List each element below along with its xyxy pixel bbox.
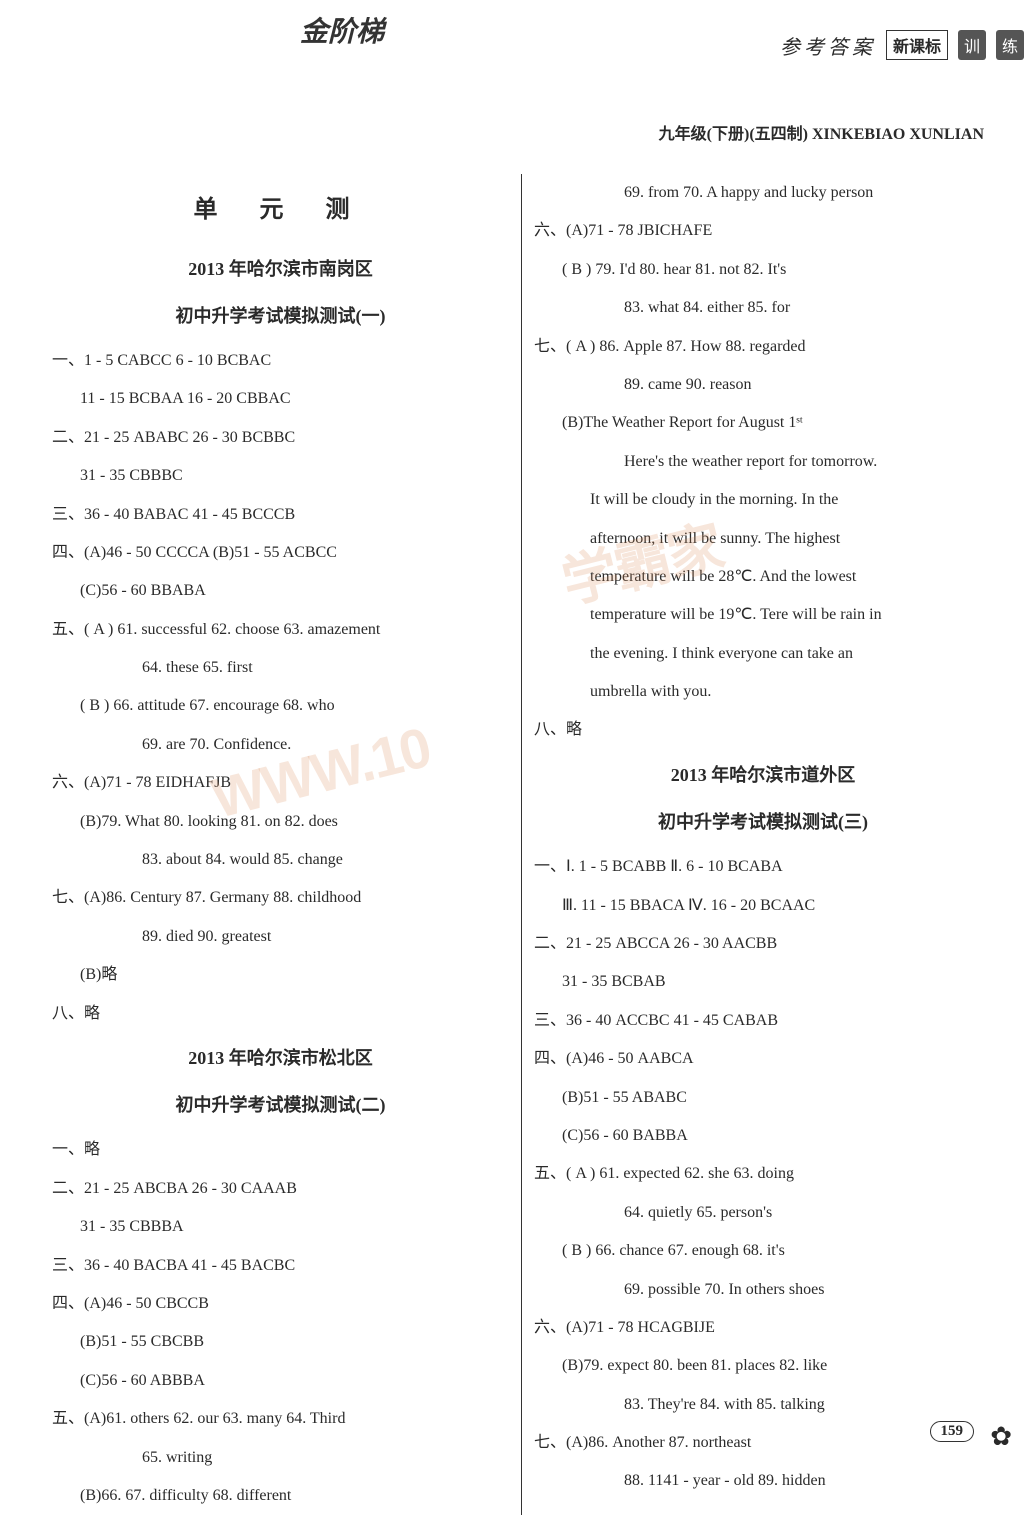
- test2-title1: 2013 年哈尔滨市松北区: [52, 1037, 509, 1080]
- answer-line: 64. quietly 65. person's: [534, 1194, 992, 1232]
- answer-line: 二、21 - 25 ABCCA 26 - 30 AACBB: [534, 925, 992, 963]
- answer-line: 三、36 - 40 ACCBC 41 - 45 CABAB: [534, 1002, 992, 1040]
- right-column: 69. from 70. A happy and lucky person 六、…: [522, 174, 1004, 1515]
- answer-line: 八、略: [534, 711, 992, 749]
- page-number: 159: [930, 1421, 975, 1442]
- answer-line: 七、(A)86. Another 87. northeast: [534, 1424, 992, 1462]
- answer-line: 一、Ⅰ. 1 - 5 BCABB Ⅱ. 6 - 10 BCABA: [534, 848, 992, 886]
- answer-line: 六、(A)71 - 78 HCAGBIJE: [534, 1309, 992, 1347]
- section-title: 单 元 测: [52, 182, 509, 240]
- answer-line: ( B ) 66. chance 67. enough 68. it's: [534, 1232, 992, 1270]
- answer-line: 六、(A)71 - 78 JBICHAFE: [534, 212, 992, 250]
- answer-line: umbrella with you.: [534, 673, 992, 711]
- answer-line: (B)略: [52, 956, 509, 994]
- answer-line: 八、略: [52, 995, 509, 1033]
- logo: 金阶梯: [300, 10, 384, 50]
- answer-line: (B)51 - 55 CBCBB: [52, 1323, 509, 1361]
- ref-answer: 参考答案: [780, 31, 876, 60]
- answer-line: 三、36 - 40 BACBA 41 - 45 BACBC: [52, 1247, 509, 1285]
- answer-line: (B)51 - 55 ABABC: [534, 1079, 992, 1117]
- answer-line: 64. these 65. first: [52, 649, 509, 687]
- answer-line: 七、(A)86. Century 87. Germany 88. childho…: [52, 879, 509, 917]
- test2-title2: 初中升学考试模拟测试(二): [52, 1084, 509, 1127]
- answer-line: (C)56 - 60 BABBA: [534, 1117, 992, 1155]
- answer-line: 一、1 - 5 CABCC 6 - 10 BCBAC: [52, 342, 509, 380]
- test1-title1: 2013 年哈尔滨市南岗区: [52, 248, 509, 291]
- answer-line: 69. are 70. Confidence.: [52, 726, 509, 764]
- answer-line: 69. from 70. A happy and lucky person: [534, 174, 992, 212]
- answer-line: 11 - 15 BCBAA 16 - 20 CBBAC: [52, 380, 509, 418]
- answer-line: 83. what 84. either 85. for: [534, 289, 992, 327]
- answer-line: 89. died 90. greatest: [52, 918, 509, 956]
- answer-line: 四、(A)46 - 50 CBCCB: [52, 1285, 509, 1323]
- answer-line: 一、略: [52, 1131, 509, 1169]
- test3-title2: 初中升学考试模拟测试(三): [534, 801, 992, 844]
- answer-line: (B)79. expect 80. been 81. places 82. li…: [534, 1347, 992, 1385]
- answer-line: 三、36 - 40 BABAC 41 - 45 BCCCB: [52, 496, 509, 534]
- answer-line: ( B ) 66. attitude 67. encourage 68. who: [52, 687, 509, 725]
- answer-line: 五、( A ) 61. expected 62. she 63. doing: [534, 1155, 992, 1193]
- badge-xun: 训: [958, 30, 986, 60]
- answer-line: 二、21 - 25 ABCBA 26 - 30 CAAAB: [52, 1170, 509, 1208]
- answer-line: 二、21 - 25 ABABC 26 - 30 BCBBC: [52, 419, 509, 457]
- answer-line: (C)56 - 60 ABBBA: [52, 1362, 509, 1400]
- answer-line: 69. possible 70. In others shoes: [534, 1271, 992, 1309]
- test1-title2: 初中升学考试模拟测试(一): [52, 295, 509, 338]
- answer-line: afternoon, it will be sunny. The highest: [534, 520, 992, 558]
- left-column: 单 元 测 2013 年哈尔滨市南岗区 初中升学考试模拟测试(一) 一、1 - …: [40, 174, 522, 1515]
- answer-line: (B)The Weather Report for August 1ˢᵗ: [534, 404, 992, 442]
- badge-lian: 练: [996, 30, 1024, 60]
- answer-line: temperature will be 19℃. Tere will be ra…: [534, 596, 992, 634]
- answer-line: (B)79. What 80. looking 81. on 82. does: [52, 803, 509, 841]
- answer-line: 31 - 35 CBBBC: [52, 457, 509, 495]
- main-columns: 单 元 测 2013 年哈尔滨市南岗区 初中升学考试模拟测试(一) 一、1 - …: [40, 174, 1004, 1515]
- answer-line: temperature will be 28℃. And the lowest: [534, 558, 992, 596]
- answer-line: 七、( A ) 86. Apple 87. How 88. regarded: [534, 328, 992, 366]
- answer-line: 83. They're 84. with 85. talking: [534, 1386, 992, 1424]
- subtitle: 九年级(下册)(五四制) XINKEBIAO XUNLIAN: [40, 120, 1004, 144]
- answer-line: 83. about 84. would 85. change: [52, 841, 509, 879]
- answer-line: (B)66. 67. difficulty 68. different: [52, 1477, 509, 1515]
- answer-line: It will be cloudy in the morning. In the: [534, 481, 992, 519]
- answer-line: Ⅲ. 11 - 15 BBACA Ⅳ. 16 - 20 BCAAC: [534, 887, 992, 925]
- answer-line: 65. writing: [52, 1439, 509, 1477]
- answer-line: 四、(A)46 - 50 AABCA: [534, 1040, 992, 1078]
- answer-line: 四、(A)46 - 50 CCCCA (B)51 - 55 ACBCC: [52, 534, 509, 572]
- answer-line: 31 - 35 CBBBA: [52, 1208, 509, 1246]
- test3-title1: 2013 年哈尔滨市道外区: [534, 754, 992, 797]
- answer-line: 88. 1141 - year - old 89. hidden: [534, 1462, 992, 1500]
- answer-line: 五、( A ) 61. successful 62. choose 63. am…: [52, 611, 509, 649]
- answer-line: (C)56 - 60 BBABA: [52, 572, 509, 610]
- answer-line: 五、(A)61. others 62. our 63. many 64. Thi…: [52, 1400, 509, 1438]
- header-right: 参考答案 新课标 训 练: [780, 30, 1024, 60]
- answer-line: Here's the weather report for tomorrow.: [534, 443, 992, 481]
- badge-xinkebiao: 新课标: [886, 30, 948, 60]
- answer-line: ( B ) 79. I'd 80. hear 81. not 82. It's: [534, 251, 992, 289]
- answer-line: 89. came 90. reason: [534, 366, 992, 404]
- answer-line: the evening. I think everyone can take a…: [534, 635, 992, 673]
- answer-line: 六、(A)71 - 78 EIDHAFJB: [52, 764, 509, 802]
- answer-line: 31 - 35 BCBAB: [534, 963, 992, 1001]
- corner-deco-icon: ✿: [990, 1422, 1012, 1452]
